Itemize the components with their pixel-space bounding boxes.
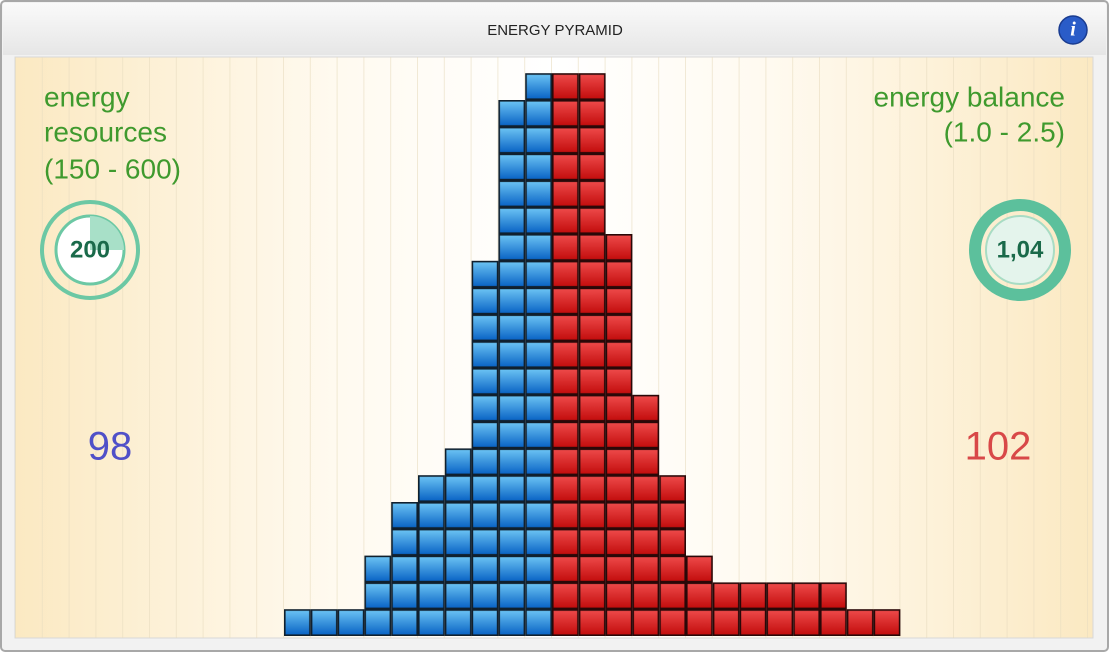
left-range: (150 - 600) [44, 153, 181, 184]
title: ENERGY PYRAMID [487, 22, 623, 39]
red-column [552, 73, 579, 636]
right-label: energy balance [874, 81, 1065, 112]
blue-column [498, 100, 526, 636]
red-column [686, 555, 713, 636]
left-label: resources [44, 116, 167, 147]
gauge-value: 1,04 [997, 236, 1044, 263]
info-button[interactable]: i [1058, 15, 1088, 45]
left-gauge: 200 [40, 200, 140, 300]
blue-column [284, 609, 311, 636]
red-column [873, 609, 901, 636]
red-column [793, 582, 820, 636]
red-column [659, 475, 686, 636]
right-range: (1.0 - 2.5) [944, 116, 1065, 147]
red-column [578, 73, 606, 636]
blue-column [444, 448, 472, 636]
red-column [766, 582, 794, 636]
blue-column [337, 609, 365, 636]
red-column [712, 582, 740, 636]
right-gauge: 1,04 [969, 199, 1071, 301]
left-label: energy [44, 81, 130, 112]
header-bar [3, 3, 1106, 55]
red-column [605, 234, 633, 636]
blue-column [525, 73, 552, 636]
red-column [739, 582, 767, 636]
blue-column [364, 555, 392, 636]
blue-column [391, 502, 418, 636]
red-column [632, 394, 660, 636]
blue-column [310, 609, 338, 636]
red-column [820, 582, 847, 636]
info-icon[interactable]: i [1070, 19, 1076, 41]
blue-column [418, 475, 445, 636]
left-total: 98 [88, 425, 133, 469]
gauge-value: 200 [70, 236, 110, 263]
blue-column [471, 260, 499, 636]
right-total: 102 [965, 425, 1032, 469]
red-column [846, 609, 874, 636]
pyramid [284, 73, 901, 636]
